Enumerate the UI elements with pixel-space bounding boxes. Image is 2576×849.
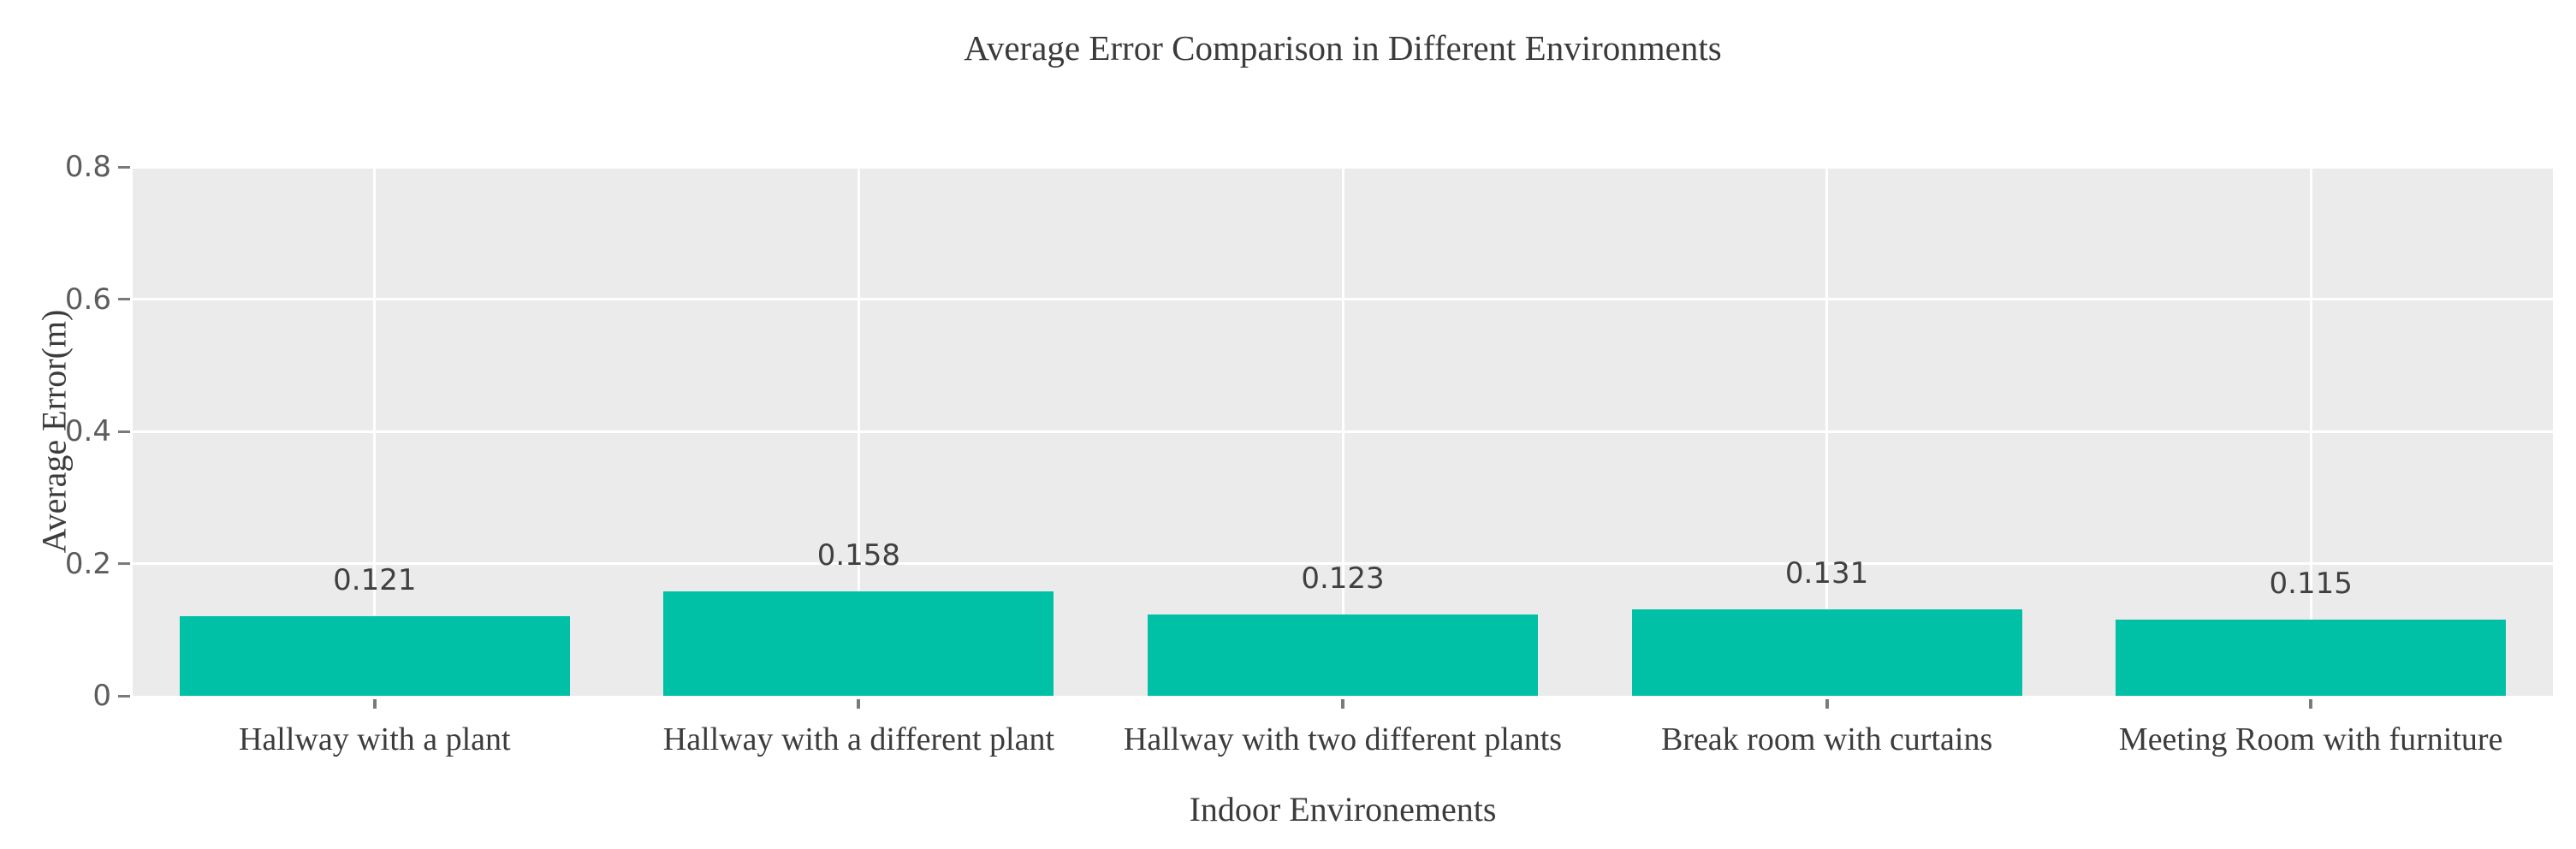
y-tick-label: 0.2 <box>64 546 111 581</box>
x-tick-label: Hallway with a plant <box>238 721 511 757</box>
bar <box>2116 620 2507 696</box>
y-tick-label: 0.6 <box>64 282 111 317</box>
y-tick-mark <box>118 562 130 565</box>
bar-value-label: 0.115 <box>2269 567 2353 602</box>
x-tick-mark <box>1341 699 1344 709</box>
y-tick-mark <box>118 430 130 433</box>
gridline-vertical <box>373 167 377 696</box>
y-tick-label: 0.8 <box>64 150 111 184</box>
y-tick-label: 0.4 <box>64 414 111 448</box>
x-tick-label: Hallway with a different plant <box>662 721 1055 757</box>
y-tick-mark <box>118 165 130 169</box>
gridline-vertical <box>857 167 860 696</box>
bar-value-label: 0.158 <box>816 537 901 573</box>
y-tick-mark <box>118 694 130 698</box>
y-tick-label: 0 <box>92 679 111 713</box>
x-tick-label: Break room with curtains <box>1660 721 1993 757</box>
plot-area <box>133 165 2553 696</box>
gridline-vertical <box>1825 167 1829 696</box>
bar-value-label: 0.121 <box>333 562 417 597</box>
gridline-vertical <box>2309 167 2312 696</box>
x-tick-mark <box>857 699 861 709</box>
x-tick-mark <box>2309 699 2313 709</box>
bar-value-label: 0.123 <box>1301 561 1385 596</box>
gridline-vertical <box>1341 167 1344 696</box>
x-axis-label: Indoor Environements <box>1189 790 1497 828</box>
bar-value-label: 0.131 <box>1784 555 1869 591</box>
bar <box>179 615 570 696</box>
bar <box>1148 614 1538 696</box>
x-tick-label: Meeting Room with furniture <box>2118 721 2503 757</box>
bar <box>663 591 1054 696</box>
y-tick-mark <box>118 298 130 300</box>
bar <box>1631 609 2022 696</box>
x-tick-mark <box>1825 699 1829 709</box>
x-tick-label: Hallway with two different plants <box>1123 721 1563 757</box>
chart-title: Average Error Comparison in Different En… <box>964 28 1722 68</box>
x-tick-mark <box>372 699 377 709</box>
